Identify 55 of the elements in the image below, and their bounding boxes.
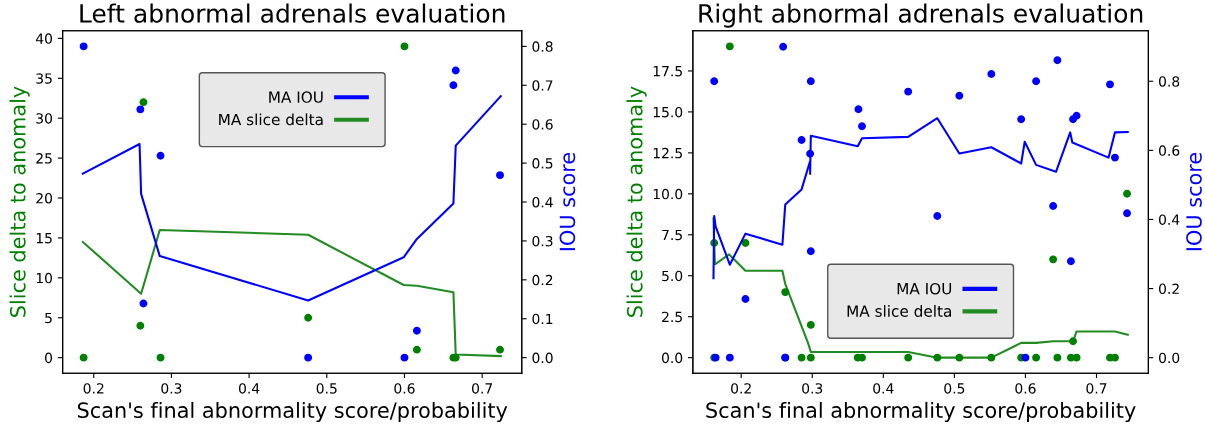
- y-tick-label: 12.5: [653, 147, 682, 159]
- y2-axis-title: IOU score: [1186, 152, 1202, 251]
- y-tick-label: 30: [36, 113, 53, 124]
- y-tick-label: 15: [36, 233, 52, 244]
- x-tick-label: 0.6: [1015, 383, 1036, 394]
- y-axis-title: Slice delta to anomaly: [626, 86, 647, 317]
- y-tick-label: 5.0: [662, 270, 683, 282]
- y2-tick-label: 0.4: [1159, 214, 1180, 225]
- x-axis-title: Scan's final abnormality score/probability: [706, 401, 1136, 423]
- y2-tick-label: 0.8: [1159, 76, 1180, 87]
- y2-tick-label: 0.5: [532, 158, 553, 169]
- y2-tick-label: 0.8: [532, 41, 553, 52]
- y2-tick-label: 0.1: [532, 313, 553, 325]
- y-tick-label: 25: [36, 153, 52, 164]
- legend-label: MA IOU: [897, 282, 952, 295]
- y2-tick-label: 0.4: [532, 196, 553, 208]
- y2-axis-title: IOU score: [559, 152, 576, 251]
- y-tick-label: 10: [36, 272, 53, 284]
- y-tick-label: 7.5: [662, 229, 682, 241]
- x-axis-title: Scan's final abnormality score/probability: [77, 401, 508, 423]
- y2-tick-label: 0.6: [532, 119, 553, 130]
- y2-tick-label: 0.0: [532, 352, 553, 364]
- x-tick-label: 0.4: [873, 383, 894, 394]
- y2-tick-label: 0.2: [532, 274, 553, 286]
- x-tick-label: 0.3: [802, 383, 823, 394]
- y-tick-label: 0.0: [661, 352, 683, 364]
- y2-tick-label: 0.7: [532, 80, 553, 91]
- x-tick-label: 0.2: [731, 383, 751, 394]
- x-tick-label: 0.5: [316, 383, 337, 394]
- chart-title: Right abnormal adrenals evaluation: [699, 3, 1143, 28]
- x-tick-label: 0.3: [161, 383, 182, 394]
- y-tick-label: 20: [36, 192, 53, 204]
- y-tick-label: 35: [36, 73, 52, 84]
- y-tick-label: 40: [35, 33, 53, 44]
- y-tick-label: 5: [45, 312, 52, 324]
- y2-tick-label: 0.0: [1159, 352, 1180, 364]
- x-tick-label: 0.2: [83, 383, 104, 394]
- chart-title: Left abnormal adrenals evaluation: [80, 3, 505, 23]
- x-tick-label: 0.7: [472, 383, 492, 394]
- x-tick-label: 0.4: [238, 383, 260, 394]
- x-tick-label: 0.6: [394, 383, 415, 394]
- y-tick-label: 2.5: [662, 311, 682, 323]
- y-tick-label: 17.5: [653, 66, 682, 77]
- y-tick-label: 15.0: [653, 106, 683, 118]
- y2-tick-label: 0.2: [1159, 283, 1179, 295]
- x-tick-label: 0.5: [944, 383, 965, 394]
- legend-label: MA slice delta: [219, 113, 323, 126]
- legend-label: MA slice delta: [847, 305, 951, 317]
- y-axis-title: Slice delta to anomaly: [9, 86, 30, 317]
- y2-tick-label: 0.6: [1159, 145, 1180, 156]
- legend-label: MA IOU: [269, 91, 323, 103]
- y-tick-label: 0: [45, 352, 53, 364]
- y2-tick-label: 0.3: [532, 235, 553, 247]
- x-tick-label: 0.7: [1086, 383, 1107, 394]
- y-tick-label: 10.0: [653, 188, 683, 200]
